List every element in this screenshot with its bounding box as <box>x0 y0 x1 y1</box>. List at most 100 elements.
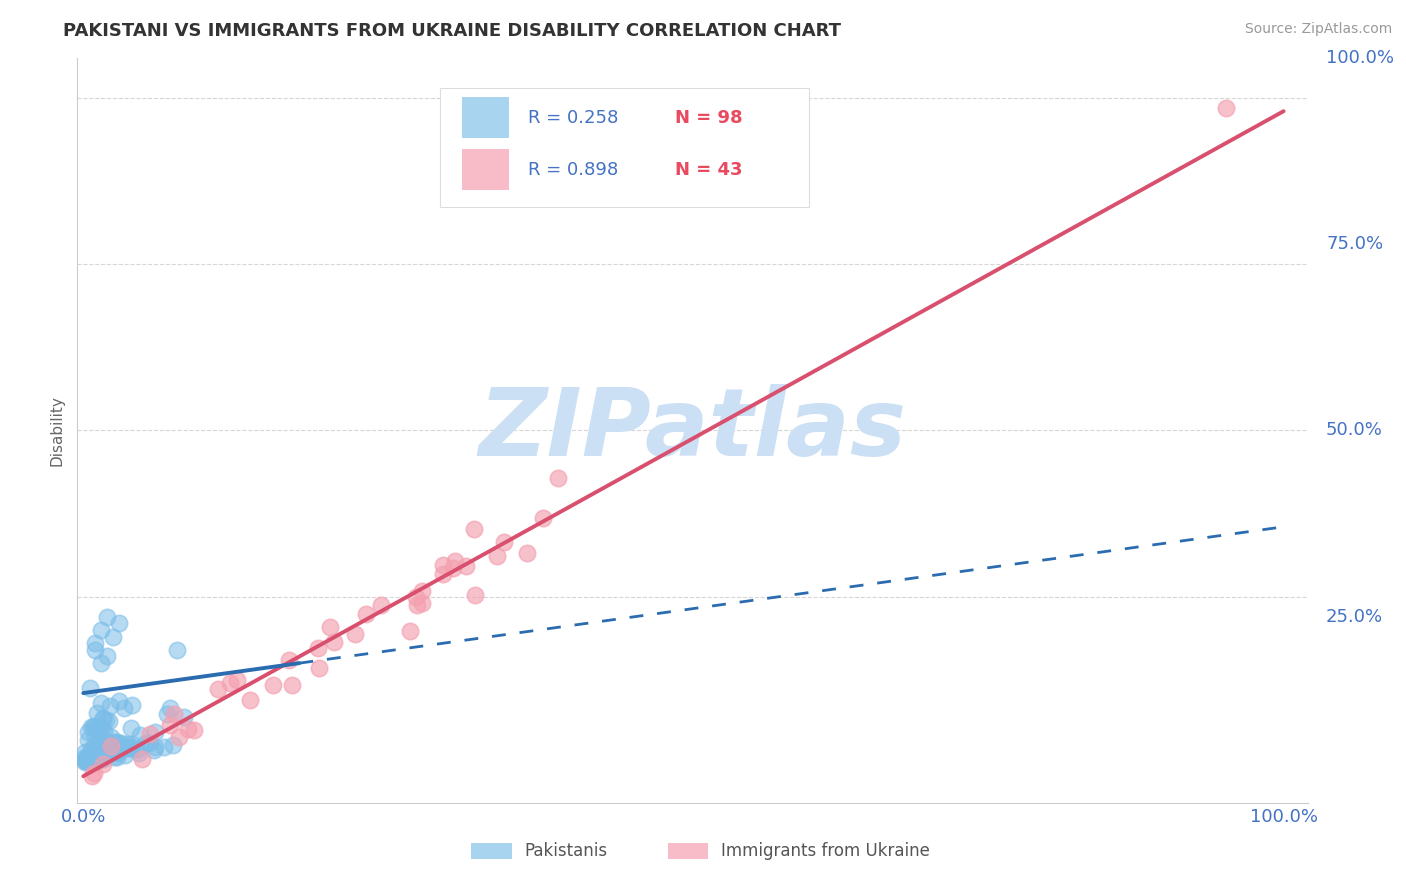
Point <box>104 734 127 748</box>
Point <box>90 752 112 766</box>
Point <box>86 750 108 764</box>
Point <box>138 735 160 749</box>
Point <box>114 748 136 763</box>
Point <box>83 729 105 743</box>
Point <box>83 743 105 757</box>
Point <box>90 696 112 710</box>
Point <box>97 714 120 729</box>
Point <box>90 748 112 763</box>
Point <box>86 706 108 720</box>
Point <box>319 620 342 634</box>
Point <box>93 723 115 738</box>
Point <box>89 739 111 753</box>
Point <box>281 678 304 692</box>
Point <box>162 738 184 752</box>
Point <box>166 642 188 657</box>
Point <box>105 735 128 749</box>
Point <box>73 745 96 759</box>
Point <box>91 711 114 725</box>
Point <box>152 739 174 754</box>
Point <box>84 636 107 650</box>
Point <box>103 750 125 764</box>
Point <box>131 752 153 766</box>
Point <box>96 609 118 624</box>
Point <box>90 738 112 752</box>
Point <box>411 596 433 610</box>
Point <box>94 734 117 748</box>
Point <box>120 741 142 756</box>
Point <box>494 535 516 549</box>
Text: R = 0.898: R = 0.898 <box>527 161 617 178</box>
Point <box>82 750 104 764</box>
Text: Pakistanis: Pakistanis <box>524 842 607 860</box>
Point <box>82 769 104 783</box>
Point <box>89 730 111 744</box>
Point <box>463 522 485 536</box>
Text: N = 43: N = 43 <box>675 161 742 178</box>
Point <box>117 740 139 755</box>
Point <box>90 623 112 637</box>
Point <box>121 698 143 712</box>
Point <box>183 723 205 737</box>
Point <box>399 624 422 639</box>
Point <box>90 731 112 745</box>
Point <box>277 653 299 667</box>
Point <box>167 730 190 744</box>
Point <box>73 754 96 768</box>
Point <box>456 559 478 574</box>
Point <box>143 740 166 755</box>
Point <box>107 750 129 764</box>
Point <box>91 750 114 764</box>
Point <box>79 755 101 769</box>
Point <box>173 710 195 724</box>
Text: 100.0%: 100.0% <box>1326 49 1393 67</box>
Point <box>120 721 142 735</box>
Point <box>219 676 242 690</box>
Point <box>76 724 98 739</box>
Point <box>83 718 105 732</box>
Point <box>105 746 128 760</box>
Point <box>139 727 162 741</box>
FancyBboxPatch shape <box>471 843 512 859</box>
Point <box>112 740 135 755</box>
Point <box>262 678 284 692</box>
Point <box>145 725 167 739</box>
Point <box>82 720 104 734</box>
Point <box>370 598 392 612</box>
Point <box>432 566 454 581</box>
Text: ZIPatlas: ZIPatlas <box>478 384 907 476</box>
Point <box>79 681 101 695</box>
Point <box>83 747 105 762</box>
Point <box>128 746 150 760</box>
Point <box>82 749 104 764</box>
Point <box>110 743 132 757</box>
Point <box>96 735 118 749</box>
Point <box>77 751 100 765</box>
Point <box>89 752 111 766</box>
Point <box>411 583 433 598</box>
Point <box>89 720 111 734</box>
Text: Immigrants from Ukraine: Immigrants from Ukraine <box>721 842 929 860</box>
Point <box>76 748 98 763</box>
Point <box>84 643 107 657</box>
Point <box>96 649 118 664</box>
Text: N = 98: N = 98 <box>675 109 742 127</box>
Point <box>207 681 229 696</box>
Point <box>80 742 103 756</box>
Point <box>91 740 114 755</box>
Text: 75.0%: 75.0% <box>1326 235 1384 253</box>
Point <box>83 739 105 753</box>
Point <box>225 673 247 687</box>
Point <box>91 757 114 772</box>
Point <box>516 547 538 561</box>
Point <box>91 752 114 766</box>
Point <box>110 736 132 750</box>
Point <box>406 598 429 612</box>
FancyBboxPatch shape <box>463 149 509 190</box>
Point <box>75 752 97 766</box>
Point <box>405 590 427 604</box>
Point <box>94 737 117 751</box>
Point <box>117 739 139 754</box>
Point <box>89 750 111 764</box>
Point <box>73 750 96 764</box>
